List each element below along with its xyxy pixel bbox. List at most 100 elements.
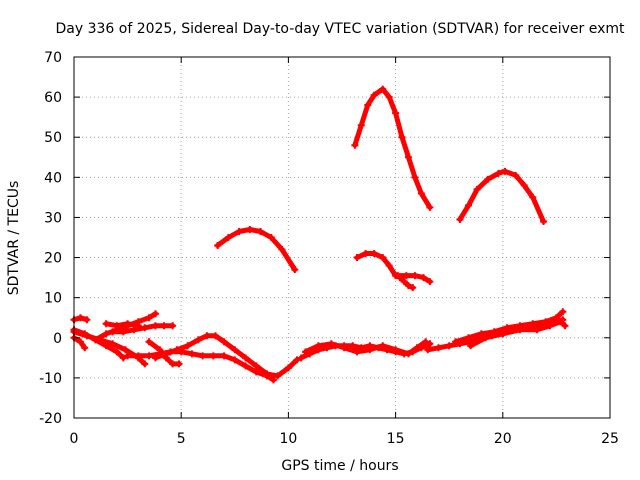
data-point [385, 262, 393, 270]
tick-labels: 0 5 10 15 20 25 -20 -10 0 10 20 30 40 50 60 70 [39, 50, 619, 447]
series-arc-a [214, 225, 299, 274]
data-point [370, 91, 378, 99]
data-point [121, 346, 129, 354]
data-point [477, 330, 485, 338]
series-arc-e [394, 272, 434, 286]
data-point [452, 338, 460, 346]
data-point [542, 318, 550, 326]
data-point [169, 322, 177, 330]
data-point [242, 362, 250, 370]
data-point [134, 352, 142, 360]
data-point [529, 193, 537, 201]
data-point [291, 266, 299, 274]
data-point [209, 352, 217, 360]
data-point [413, 344, 421, 352]
data-point [263, 370, 271, 378]
data-point [188, 350, 196, 358]
data-point [364, 101, 372, 109]
data-point [546, 322, 554, 330]
y-tick-label: 70 [44, 50, 62, 66]
y-tick-label: 0 [53, 331, 62, 347]
data-point [151, 322, 159, 330]
data-point [473, 185, 481, 193]
data-point [411, 272, 419, 280]
data-point [235, 227, 243, 235]
data-point [257, 227, 265, 235]
data-point [302, 348, 310, 356]
series-trace [103, 321, 141, 329]
y-axis-label: SDTVAR / TECUs [6, 181, 22, 296]
data-point [512, 171, 520, 179]
data-point [409, 284, 417, 292]
series-trace [352, 86, 433, 210]
chart-title: Day 336 of 2025, Sidereal Day-to-day VTE… [56, 21, 626, 37]
data-point [83, 332, 91, 340]
x-tick-label: 15 [387, 431, 405, 447]
data-point [467, 342, 475, 350]
data-point [151, 310, 159, 318]
data-point [533, 326, 541, 334]
data-point [274, 372, 282, 380]
data-point [379, 342, 387, 350]
data-point [91, 336, 99, 344]
data-point [426, 278, 434, 286]
series-arc-p [151, 332, 301, 380]
data-point [379, 85, 387, 93]
data-point [102, 320, 110, 328]
data-point [224, 234, 232, 241]
series-arc-o [145, 338, 183, 368]
data-point [495, 169, 503, 177]
data-point [426, 340, 434, 348]
series-arc-f [396, 274, 417, 292]
data-point [220, 338, 228, 346]
data-point [175, 360, 183, 368]
data-point [516, 326, 524, 334]
data-point [278, 246, 286, 254]
data-point [379, 254, 387, 262]
data-point [370, 250, 378, 258]
x-tick-label: 5 [177, 431, 186, 447]
data-point [81, 344, 89, 352]
data-point [398, 133, 406, 141]
data-point [417, 189, 425, 197]
data-point [422, 338, 430, 346]
series-arc-t [452, 308, 567, 346]
data-point [419, 274, 427, 282]
x-tick-label: 10 [279, 431, 297, 447]
data-point [252, 368, 260, 376]
data-point [482, 334, 490, 342]
data-point [145, 314, 153, 322]
data-point [102, 330, 110, 338]
axis-ticks [73, 56, 611, 419]
data-point [119, 354, 127, 362]
data-point [252, 362, 260, 370]
data-point [353, 254, 361, 262]
y-tick-label: 60 [44, 90, 62, 106]
data-point [362, 250, 370, 258]
data-point [199, 352, 207, 360]
y-tick-label: -20 [39, 411, 62, 427]
data-point [434, 344, 442, 352]
data-point [231, 356, 239, 364]
data-point [520, 181, 528, 189]
data-point [160, 322, 168, 330]
data-point [552, 314, 560, 322]
x-tick-label: 25 [601, 431, 619, 447]
data-point [404, 350, 412, 358]
data-point [113, 322, 121, 330]
data-point [540, 217, 548, 225]
data-point [456, 215, 464, 223]
data-point [212, 332, 220, 340]
data-point [404, 153, 412, 161]
data-point [501, 167, 509, 175]
data-point [83, 316, 91, 324]
data-point [145, 352, 153, 360]
data-point [231, 346, 239, 354]
data-point [561, 322, 569, 330]
data-point [130, 326, 138, 334]
data-point [124, 352, 132, 360]
data-point [385, 93, 393, 101]
data-point [392, 346, 400, 354]
data-point [366, 346, 374, 354]
